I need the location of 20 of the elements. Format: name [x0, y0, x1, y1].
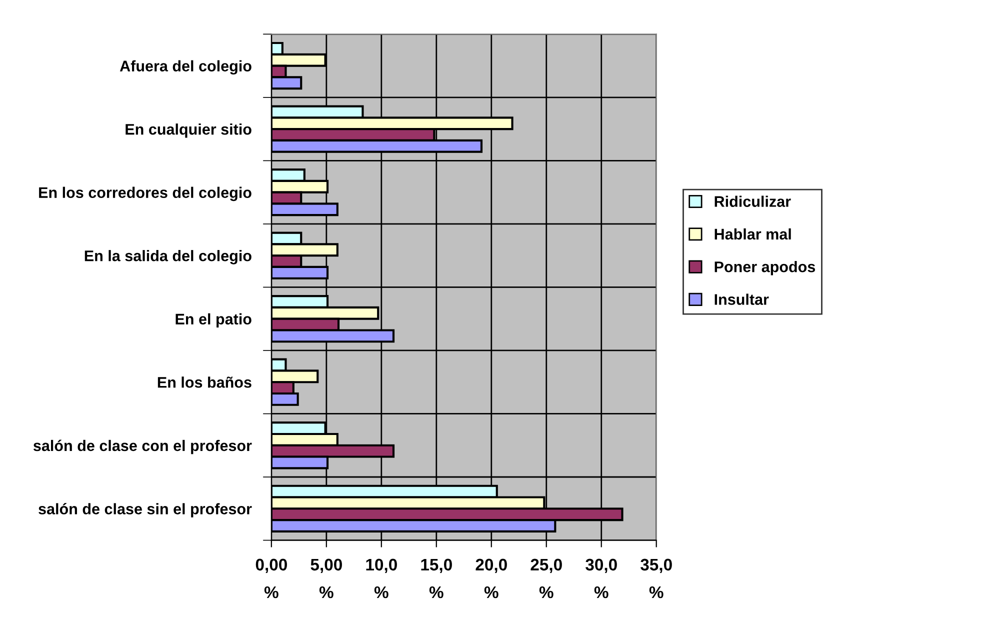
y-tick-label: En el patio: [176, 313, 252, 328]
y-tick-label: Afuera del colegio: [120, 60, 252, 75]
x-tick-label: 15,0 %: [421, 558, 452, 598]
y-tick-label: En la salida del colegio: [84, 250, 252, 264]
y-tick-label: salón de clase con el profesor: [33, 440, 252, 454]
x-tick-label: 35,0 %: [640, 558, 672, 598]
y-tick-label: En los corredores del colegio: [39, 186, 252, 202]
x-tick-label: 25,0 %: [530, 558, 562, 598]
x-tick-label: 10,0 %: [366, 558, 397, 598]
x-tick-label: 0,00 %: [256, 558, 287, 598]
x-tick-label: 5,00 %: [310, 558, 342, 598]
y-tick-label: En los baños: [158, 376, 252, 388]
x-tick-label: 20,0 %: [476, 558, 507, 598]
legend-label: Hablar mal: [714, 228, 791, 240]
y-tick-label: salón de clase sin el profesor: [38, 503, 252, 518]
x-tick-label: 30,0 %: [586, 558, 617, 598]
legend-label: Ridiculizar: [714, 196, 791, 207]
legend-label: Poner apodos: [714, 261, 816, 276]
legend-label: Insultar: [714, 294, 769, 305]
y-tick-label: En cualquier sitio: [126, 124, 252, 138]
